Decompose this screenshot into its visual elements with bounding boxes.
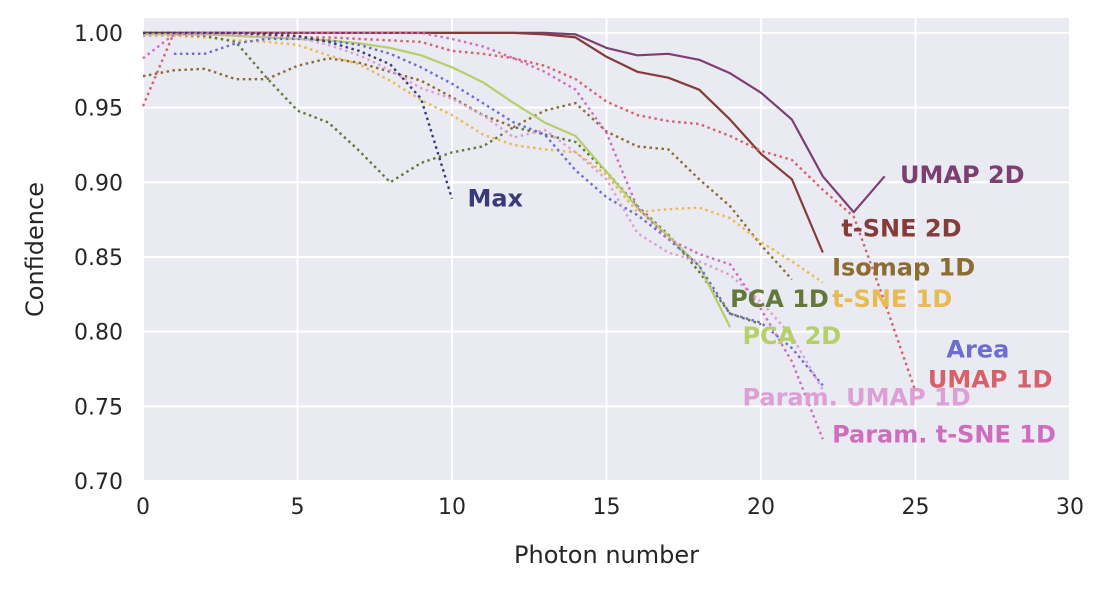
series-label-umap-1d: UMAP 1D: [928, 365, 1053, 393]
x-tick-label: 0: [136, 495, 150, 520]
x-axis-label: Photon number: [514, 541, 699, 569]
y-tick-label: 0.80: [74, 321, 123, 346]
x-tick-label: 20: [747, 495, 775, 520]
series-line-pca-1d: [143, 33, 762, 326]
series-line-pca-2d: [143, 33, 732, 328]
x-tick-label: 30: [1056, 495, 1084, 520]
y-tick-label: 0.95: [74, 97, 123, 122]
x-tick-labels: 0 5 10 15 20 25 30: [136, 495, 1084, 520]
y-tick-label: 0.70: [74, 470, 123, 495]
series-label-param-umap-1d: Param. UMAP 1D: [742, 383, 970, 411]
y-tick-label: 0.90: [74, 171, 123, 196]
series-label-umap-2d: UMAP 2D: [900, 161, 1025, 189]
y-tick-label: 0.85: [74, 246, 123, 271]
series-line-umap-1d: [141, 31, 917, 392]
x-tick-label: 15: [593, 495, 621, 520]
series-line-isomap-1d: [142, 57, 793, 281]
x-tick-label: 5: [291, 495, 305, 520]
series-label-pca-2d: PCA 2D: [742, 322, 841, 350]
series-label-isomap-1d: Isomap 1D: [832, 253, 975, 281]
series-line-param-t-sne-1d: [142, 31, 824, 440]
series-label-t-sne-2d: t-SNE 2D: [841, 215, 961, 243]
series-line-area: [173, 37, 824, 387]
series-label-param-t-sne-1d: Param. t-SNE 1D: [832, 421, 1056, 449]
series-label-t-sne-1d: t-SNE 1D: [832, 285, 952, 313]
series-line-t-sne-1d: [143, 34, 824, 284]
x-tick-label: 25: [902, 495, 930, 520]
x-tick-label: 10: [438, 495, 466, 520]
series-lines: [141, 31, 917, 440]
gridlines: [142, 18, 1071, 482]
y-axis-label: Confidence: [21, 182, 49, 317]
series-label-area: Area: [946, 336, 1009, 364]
series-label-pca-1d: PCA 1D: [730, 285, 829, 313]
series-label-max: Max: [467, 185, 523, 213]
y-tick-labels: 0.70 0.75 0.80 0.85 0.90 0.95 1.00: [74, 22, 123, 495]
y-tick-label: 1.00: [74, 22, 123, 47]
y-tick-label: 0.75: [74, 395, 123, 420]
